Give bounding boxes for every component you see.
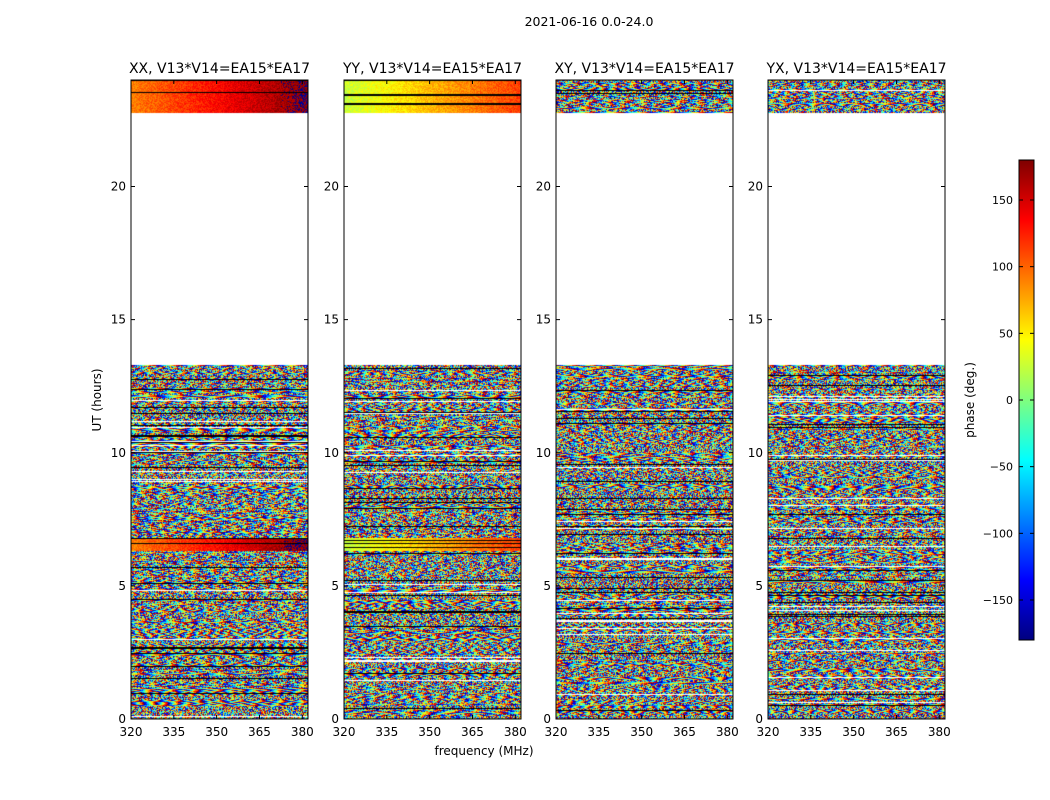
x-tick-label: 335 bbox=[162, 725, 185, 739]
x-tick-label: 320 bbox=[757, 725, 780, 739]
heatmap-image bbox=[344, 80, 521, 719]
x-tick-label: 380 bbox=[928, 725, 951, 739]
y-tick-label: 0 bbox=[118, 712, 126, 726]
y-axis-label: UT (hours) bbox=[90, 368, 104, 431]
x-tick-label: 320 bbox=[120, 725, 143, 739]
x-tick-label: 335 bbox=[799, 725, 822, 739]
y-tick-label: 0 bbox=[331, 712, 339, 726]
x-axis-label: frequency (MHz) bbox=[434, 744, 533, 758]
colorbar-tick-label: 150 bbox=[992, 194, 1013, 207]
colorbar: 150 100 50 0 −50 −100 −150 bbox=[983, 159, 1035, 641]
y-tick-label: 5 bbox=[755, 579, 763, 593]
axes-frame bbox=[343, 79, 522, 720]
y-tick-label: 10 bbox=[536, 446, 551, 460]
panel-3: YX, V13*V14=EA15*EA17 320 335 350 365 380 0 5 10… bbox=[748, 61, 951, 739]
axes-frame bbox=[767, 79, 946, 720]
panel-title: YX, V13*V14=EA15*EA17 bbox=[765, 61, 946, 77]
x-tick-label: 320 bbox=[333, 725, 356, 739]
y-tick-label: 5 bbox=[118, 579, 126, 593]
x-tick-label: 365 bbox=[673, 725, 696, 739]
y-tick-label: 0 bbox=[543, 712, 551, 726]
colorbar-tick-label: −100 bbox=[983, 527, 1013, 540]
panel-title: XY, V13*V14=EA15*EA17 bbox=[554, 61, 734, 77]
y-tick-label: 15 bbox=[324, 313, 339, 327]
heatmap-image bbox=[768, 80, 945, 719]
colorbar-tick-label: 100 bbox=[992, 261, 1013, 274]
y-tick-label: 20 bbox=[536, 180, 551, 194]
x-tick-label: 350 bbox=[205, 725, 228, 739]
y-tick-label: 15 bbox=[748, 313, 763, 327]
y-tick-label: 0 bbox=[755, 712, 763, 726]
colorbar-label: phase (deg.) bbox=[963, 362, 977, 438]
y-tick-label: 5 bbox=[543, 579, 551, 593]
x-tick-label: 380 bbox=[291, 725, 314, 739]
y-tick-label: 5 bbox=[331, 579, 339, 593]
x-tick-label: 365 bbox=[461, 725, 484, 739]
panels-group: XX, V13*V14=EA15*EA17 320 335 350 365 380 0 5 10… bbox=[111, 61, 951, 739]
y-tick-label: 10 bbox=[748, 446, 763, 460]
x-tick-label: 335 bbox=[375, 725, 398, 739]
x-tick-label: 320 bbox=[545, 725, 568, 739]
x-tick-label: 335 bbox=[587, 725, 610, 739]
colorbar-tick-label: −50 bbox=[990, 461, 1013, 474]
x-tick-label: 350 bbox=[418, 725, 441, 739]
x-tick-label: 380 bbox=[504, 725, 527, 739]
y-tick-label: 15 bbox=[111, 313, 126, 327]
panel-2: XY, V13*V14=EA15*EA17 320 335 350 365 380 0 5 10… bbox=[536, 61, 739, 739]
y-tick-label: 15 bbox=[536, 313, 551, 327]
axes-frame bbox=[130, 79, 309, 720]
panel-1: YY, V13*V14=EA15*EA17 320 335 350 365 380 0 5 10… bbox=[324, 61, 527, 739]
x-tick-label: 350 bbox=[842, 725, 865, 739]
x-tick-label: 380 bbox=[716, 725, 739, 739]
panel-title: YY, V13*V14=EA15*EA17 bbox=[342, 61, 522, 77]
heatmap-image bbox=[556, 80, 733, 719]
colorbar-tick-label: 0 bbox=[1006, 394, 1013, 407]
panel-0: XX, V13*V14=EA15*EA17 320 335 350 365 380 0 5 10… bbox=[111, 61, 314, 739]
x-tick-label: 365 bbox=[885, 725, 908, 739]
colorbar-tick-label: −150 bbox=[983, 594, 1013, 607]
y-tick-label: 10 bbox=[111, 446, 126, 460]
colorbar-tick-label: 50 bbox=[999, 327, 1013, 340]
y-tick-label: 10 bbox=[324, 446, 339, 460]
x-tick-label: 350 bbox=[630, 725, 653, 739]
heatmap-image bbox=[131, 80, 308, 719]
x-tick-label: 365 bbox=[248, 725, 271, 739]
figure-suptitle: 2021-06-16 0.0-24.0 bbox=[525, 14, 654, 29]
y-tick-label: 20 bbox=[111, 180, 126, 194]
y-tick-label: 20 bbox=[748, 180, 763, 194]
y-tick-label: 20 bbox=[324, 180, 339, 194]
panel-title: XX, V13*V14=EA15*EA17 bbox=[129, 61, 310, 77]
axes-frame bbox=[555, 79, 734, 720]
